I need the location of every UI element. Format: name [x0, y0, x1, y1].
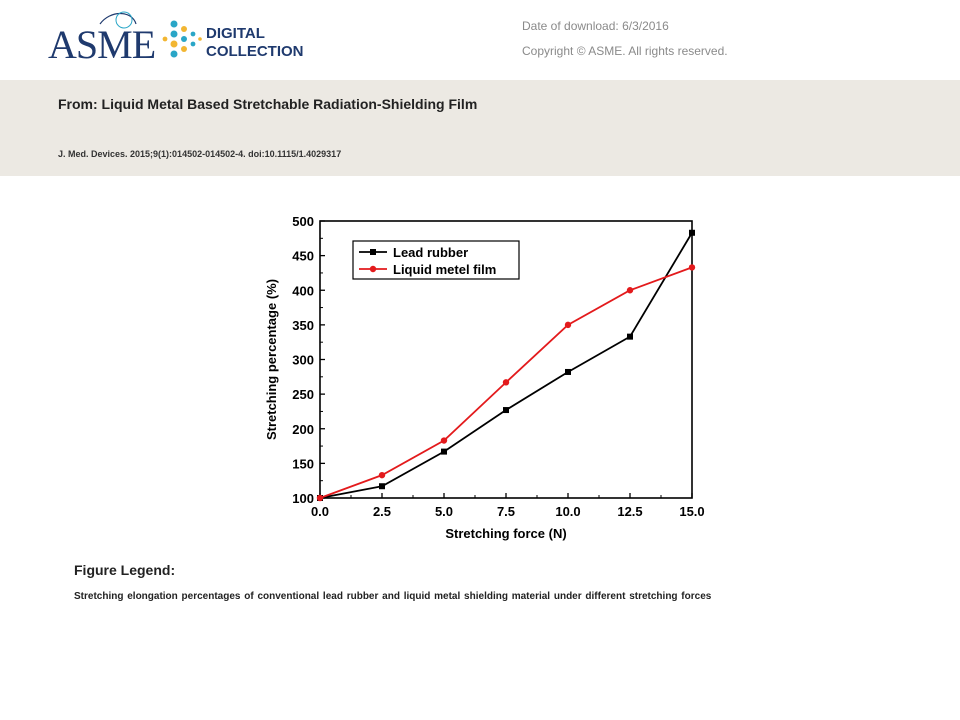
page-header: ASME DIGITAL COLLECTION Date of download… [0, 0, 960, 80]
svg-text:ASME: ASME [48, 22, 155, 67]
data-point [564, 321, 572, 329]
x-tick-label: 5.0 [435, 504, 453, 519]
y-tick-label: 400 [292, 283, 314, 298]
y-tick-label: 500 [292, 214, 314, 229]
data-point [688, 264, 696, 271]
data-point [441, 448, 447, 455]
y-tick-label: 300 [292, 353, 314, 368]
y-tick-label: 250 [292, 387, 314, 402]
x-tick-label: 0.0 [311, 504, 329, 519]
digital-collection-wordmark: DIGITAL COLLECTION [206, 25, 304, 60]
data-point [316, 494, 324, 502]
legend-swatch-marker [370, 249, 376, 255]
x-tick-label: 15.0 [679, 504, 704, 519]
figure-legend-text: Stretching elongation percentages of con… [74, 591, 712, 602]
data-point [378, 471, 386, 479]
stretching-chart: 0.0 2.5 5.0 7.5 10.0 12.5 15.0 100 150 200 250 300 3… [264, 214, 705, 541]
x-tick-label: 2.5 [373, 504, 391, 519]
data-point [626, 287, 634, 294]
data-point [379, 483, 385, 490]
legend-entry-label: Lead rubber [393, 245, 468, 260]
y-axis-label: Stretching percentage (%) [264, 279, 279, 440]
legend-swatch-marker [369, 265, 377, 273]
globe-icon [115, 11, 133, 29]
dot-cluster-icon [162, 20, 202, 58]
asme-digital-collection-logo: ASME DIGITAL COLLECTION [48, 11, 304, 67]
asme-wordmark: ASME [48, 22, 156, 67]
copyright-notice: Copyright © ASME. All rights reserved. [522, 44, 728, 58]
y-tick-label: 350 [292, 318, 314, 333]
svg-text:DIGITAL: DIGITAL [206, 25, 265, 42]
article-citation: J. Med. Devices. 2015;9(1):014502-014502… [58, 149, 342, 159]
legend-entry-label: Liquid metel film [393, 262, 496, 277]
globe-arc-icon [99, 12, 137, 25]
data-point [502, 379, 510, 386]
x-tick-label: 10.0 [555, 504, 580, 519]
figure-legend-title: Figure Legend: [74, 562, 176, 578]
article-title: From: Liquid Metal Based Stretchable Rad… [58, 96, 478, 112]
legend-box [352, 240, 520, 280]
data-point [503, 407, 509, 414]
x-axis-label: Stretching force (N) [445, 526, 566, 541]
y-tick-label: 450 [292, 249, 314, 264]
data-point [565, 368, 571, 375]
y-tick-label: 150 [292, 456, 314, 471]
article-info-band: From: Liquid Metal Based Stretchable Rad… [0, 80, 960, 176]
y-tick-label: 100 [292, 491, 314, 506]
data-point [689, 229, 695, 236]
data-point [440, 437, 448, 444]
y-tick-label: 200 [292, 422, 314, 437]
svg-text:COLLECTION: COLLECTION [206, 43, 304, 60]
x-tick-label: 7.5 [497, 504, 515, 519]
x-tick-label: 12.5 [617, 504, 642, 519]
download-date: Date of download: 6/3/2016 [522, 19, 669, 33]
data-point [627, 333, 633, 340]
